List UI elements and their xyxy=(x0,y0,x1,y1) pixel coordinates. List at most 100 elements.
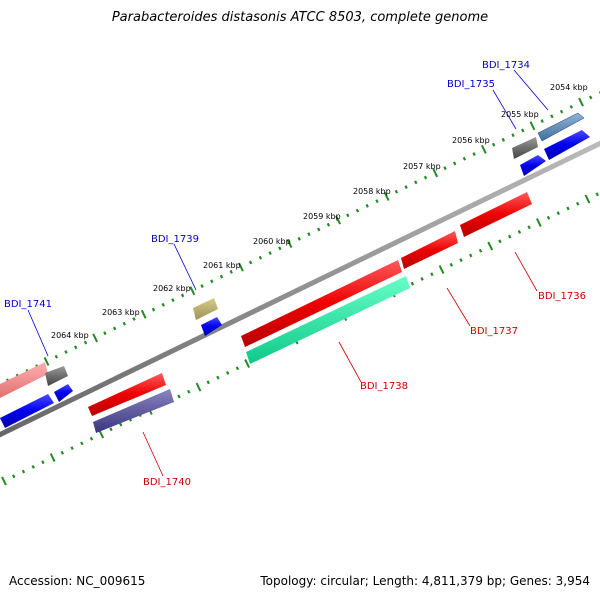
minor-tick xyxy=(556,211,560,216)
minor-tick xyxy=(31,465,35,469)
gene-BDI_1739[interactable] xyxy=(193,298,218,320)
major-tick xyxy=(383,191,390,201)
minor-tick xyxy=(478,248,483,253)
major-tick xyxy=(535,218,542,228)
minor-tick xyxy=(74,345,78,350)
gene-label-BDI_1736[interactable]: BDI_1736 xyxy=(538,291,586,302)
map-title: Parabacteroides distasonis ATCC 8503, co… xyxy=(111,10,489,25)
major-tick xyxy=(92,333,99,343)
minor-tick xyxy=(569,105,573,109)
minor-tick xyxy=(498,239,502,244)
minor-tick xyxy=(206,380,210,385)
minor-tick xyxy=(566,206,570,211)
gene-label-BDI_1735[interactable]: BDI_1735 xyxy=(447,79,495,90)
gene-BDI_1734-arrow[interactable] xyxy=(544,130,590,160)
gene-BDI_1741[interactable] xyxy=(0,362,48,398)
minor-tick xyxy=(200,284,204,288)
minor-tick xyxy=(511,133,515,138)
gene-small-blue[interactable] xyxy=(520,155,546,176)
minor-tick xyxy=(546,215,551,220)
minor-tick xyxy=(501,137,505,142)
minor-tick xyxy=(161,302,165,307)
minor-tick xyxy=(394,189,399,194)
minor-tick xyxy=(550,114,554,119)
minor-tick xyxy=(453,161,457,166)
minor-tick xyxy=(229,269,233,274)
minor-tick xyxy=(248,260,253,265)
major-tick xyxy=(238,262,244,272)
minor-tick xyxy=(410,281,415,286)
minor-tick xyxy=(112,326,117,331)
gene-BDI_1736[interactable] xyxy=(460,192,532,237)
minor-tick xyxy=(527,225,531,230)
minor-tick xyxy=(180,293,185,298)
gene-BDI_1737[interactable] xyxy=(401,231,458,269)
minor-tick xyxy=(80,441,84,446)
gene-BDI_1735[interactable] xyxy=(512,137,538,159)
gene-grey-1741[interactable] xyxy=(45,366,68,386)
minor-tick xyxy=(89,436,94,441)
gene-label-BDI_1740[interactable]: BDI_1740 xyxy=(143,477,191,488)
minor-tick xyxy=(559,109,564,114)
gene-label-BDI_1739[interactable]: BDI_1739 xyxy=(151,234,199,245)
gene-label-BDI_1737[interactable]: BDI_1737 xyxy=(470,326,518,337)
minor-tick xyxy=(540,119,544,123)
minor-tick xyxy=(576,201,580,206)
minor-tick xyxy=(414,180,418,185)
gene-label-BDI_1734[interactable]: BDI_1734 xyxy=(482,60,530,71)
genome-backbone xyxy=(0,140,600,438)
kbp-label: 2055 kbp xyxy=(501,110,539,119)
minor-tick xyxy=(404,185,408,189)
minor-tick xyxy=(60,450,64,455)
minor-tick xyxy=(119,422,123,427)
label-leaders xyxy=(27,69,549,477)
minor-tick xyxy=(54,354,58,359)
minor-tick xyxy=(297,236,301,241)
kbp-label: 2056 kbp xyxy=(452,136,490,145)
minor-tick xyxy=(21,469,26,474)
major-tick xyxy=(286,239,293,249)
minor-tick xyxy=(12,474,16,479)
gene-BDI_1738-teal[interactable] xyxy=(246,276,410,364)
major-tick xyxy=(584,194,591,204)
major-tick xyxy=(335,215,341,225)
reverse-strand-genes xyxy=(88,192,532,433)
minor-tick xyxy=(235,366,240,371)
minor-tick xyxy=(41,460,45,465)
minor-tick xyxy=(268,251,272,255)
minor-tick xyxy=(326,222,331,227)
minor-tick xyxy=(151,307,156,312)
minor-tick xyxy=(171,298,175,303)
minor-tick xyxy=(420,277,424,281)
minor-tick xyxy=(521,128,525,133)
gene-blue-1741a[interactable] xyxy=(0,394,54,428)
minor-tick xyxy=(517,230,522,234)
gene-label-BDI_1738[interactable]: BDI_1738 xyxy=(360,381,408,392)
major-tick xyxy=(140,309,147,319)
gene-small-blue-1739[interactable] xyxy=(201,317,222,336)
gene-BDI_1740-slate[interactable] xyxy=(93,389,174,433)
major-tick xyxy=(529,121,536,131)
kbp-label: 2059 kbp xyxy=(303,212,341,221)
gene-label-BDI_1741[interactable]: BDI_1741 xyxy=(4,299,52,310)
minor-tick xyxy=(132,317,136,321)
minor-tick xyxy=(449,262,453,267)
minor-tick xyxy=(595,192,599,197)
gene-BDI_1738[interactable] xyxy=(241,260,402,347)
kbp-label: 2061 kbp xyxy=(203,261,241,270)
major-tick xyxy=(432,168,439,178)
minor-tick xyxy=(491,142,496,147)
minor-tick xyxy=(469,253,473,258)
gene-BDI_1740[interactable] xyxy=(88,373,166,416)
gene-labels: BDI_1734 BDI_1735 BDI_1739 BDI_1741 BDI_… xyxy=(4,60,586,488)
minor-tick xyxy=(83,340,88,345)
minor-tick xyxy=(365,203,369,208)
minor-tick xyxy=(443,166,447,171)
gene-blue-1741b[interactable] xyxy=(54,384,73,402)
kbp-label: 2057 kbp xyxy=(403,162,441,171)
minor-tick xyxy=(278,246,282,251)
minor-tick xyxy=(355,208,360,213)
gene-BDI_1734[interactable] xyxy=(537,112,585,142)
minor-tick xyxy=(346,213,350,218)
accession-label: Accession: NC_009615 xyxy=(9,574,146,588)
